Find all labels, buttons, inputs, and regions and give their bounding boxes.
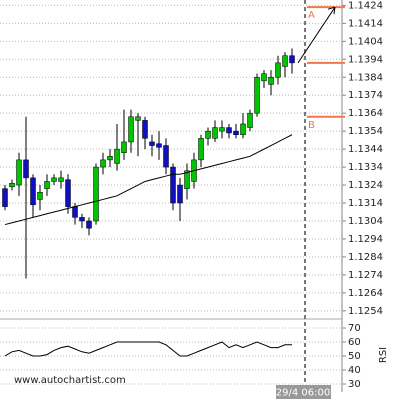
candle-body [240,123,246,135]
y-tick-label: 50 [348,351,361,362]
y-tick-label: 1.1294 [348,234,383,245]
x-label: 29/4 06:00 [276,388,330,399]
rsi-label: RSI [378,347,389,363]
candle-body [100,159,106,168]
forecast-arrow [297,6,336,64]
candle-body [86,220,92,229]
candle-body [135,116,141,121]
y-tick-label: 1.1414 [348,18,383,29]
y-tick-label: 1.1334 [348,162,383,173]
candle-body [205,130,211,139]
candle-body [72,206,78,218]
y-tick-label: 1.1424 [348,0,383,11]
y-tick-label: 1.1284 [348,252,383,263]
candle-body [44,181,50,189]
arrow-head [327,6,336,15]
candle-body [16,159,22,186]
candle-body [93,166,99,222]
candle-body [289,55,295,64]
candle-body [261,73,267,82]
y-tick-label: 70 [348,323,361,334]
candle-body [177,184,183,204]
candle-body [65,179,71,207]
candle-body [107,156,113,161]
y-tick-label: 1.1364 [348,108,383,119]
candle-body [114,148,120,164]
candle-body [163,145,169,168]
candle-body [212,127,218,139]
candle-body [9,183,15,188]
candle-body [282,55,288,67]
y-tick-label: 1.1314 [348,198,383,209]
candle-body [170,166,176,204]
candle-body [128,116,134,143]
candle-body [254,77,260,114]
candle-body [2,188,8,207]
candle-body [156,143,162,148]
candle-body [37,191,43,200]
rsi-line [4,341,292,357]
candle-body [233,130,239,135]
y-tick-label: 1.1324 [348,180,383,191]
y-tick-label: 30 [348,379,361,390]
candle-body [275,62,281,78]
y-tick-label: 1.1354 [348,126,383,137]
y-tick-label: 1.1264 [348,288,383,299]
candle-body [268,77,274,85]
candle-body [226,127,232,134]
candle-body [30,177,36,206]
level-label: A [308,10,315,21]
y-tick-label: 60 [348,337,361,348]
y-tick-label: 1.1374 [348,90,383,101]
y-tick-label: 40 [348,365,361,376]
candle-body [149,141,155,146]
y-tick-label: 1.1394 [348,54,383,65]
y-tick-label: 1.1254 [348,306,383,317]
candle-body [51,177,57,182]
candle-body [58,177,64,182]
moving-average [4,134,293,226]
candle-body [23,159,29,179]
watermark: www.autochartist.com [14,375,126,386]
y-tick-label: 1.1344 [348,144,383,155]
candle-body [142,120,148,139]
y-tick-label: 1.1304 [348,216,383,227]
x-label-box [276,385,331,399]
level-label: B [308,120,315,131]
y-tick-label: 1.1274 [348,270,383,281]
candle-body [79,217,85,222]
candle-body [247,112,253,128]
candle-body [184,170,190,189]
candle-body [219,127,225,132]
candle-body [121,141,127,153]
y-tick-label: 1.1404 [348,36,383,47]
y-tick-label: 1.1384 [348,72,383,83]
candle-body [198,138,204,161]
